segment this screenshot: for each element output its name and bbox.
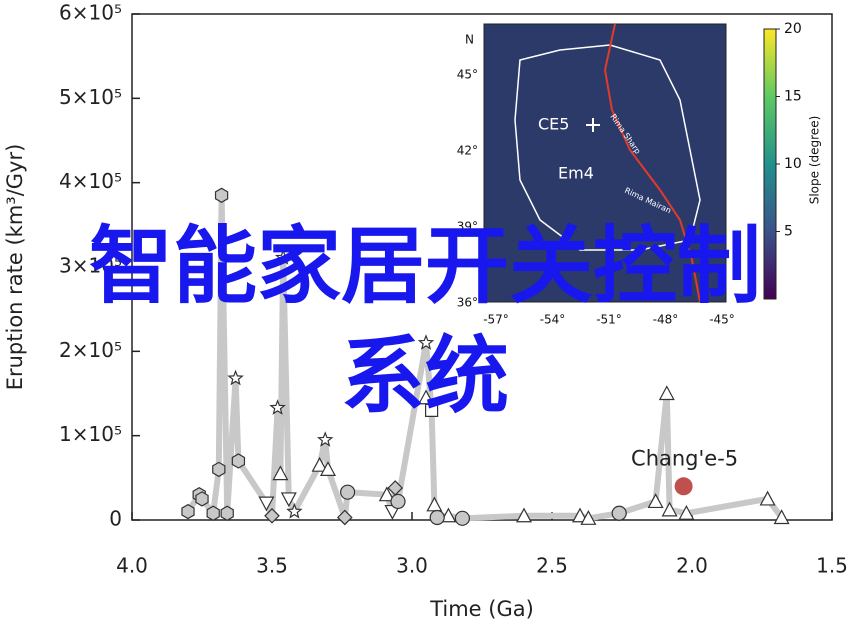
marker: [227, 369, 244, 386]
annotation-point: [674, 477, 693, 496]
marker: [311, 456, 328, 472]
unit-label: Em4: [558, 164, 594, 183]
marker: [571, 507, 589, 523]
lat-label: 36°: [457, 296, 478, 310]
lon-label: -54°: [540, 313, 566, 327]
marker: [319, 461, 337, 476]
mare-outline: [514, 44, 701, 251]
marker: [339, 484, 356, 500]
marker: [181, 503, 195, 520]
marker: [440, 507, 457, 523]
marker: [220, 505, 234, 521]
y-tick-label: 3×10⁵: [59, 254, 122, 278]
inset-map: N CE5 Em4 Rima Sharp Rima Mairan Slope (…: [457, 21, 822, 327]
colorbar: [763, 28, 777, 300]
x-tick-label: 1.5: [816, 554, 848, 578]
lat-label: 45°: [457, 68, 478, 82]
marker: [258, 496, 275, 512]
colorbar-tick-label: 10: [784, 156, 802, 172]
x-tick-label: 3.5: [256, 554, 288, 578]
lon-label: -48°: [653, 313, 679, 327]
marker: [580, 510, 597, 525]
marker: [269, 399, 286, 415]
colorbar-tick-label: 5: [784, 224, 793, 240]
y-tick-label: 6×10⁵: [59, 1, 122, 25]
lat-label: 42°: [457, 144, 478, 158]
colorbar-tick-label: 15: [784, 89, 802, 105]
marker: [515, 507, 533, 523]
colorbar-label: Slope (degree): [808, 116, 822, 205]
marker: [286, 502, 303, 519]
marker: [759, 490, 776, 506]
lon-label: -51°: [596, 313, 622, 327]
marker: [316, 431, 334, 447]
marker: [611, 505, 627, 521]
marker: [272, 465, 289, 481]
marker: [425, 403, 439, 417]
site-label: CE5: [538, 115, 569, 134]
marker: [231, 453, 246, 469]
marker: [429, 509, 445, 526]
rille-path: [603, 23, 701, 303]
marker: [274, 249, 292, 265]
marker: [417, 334, 435, 350]
y-tick-label: 5×10⁵: [59, 85, 122, 109]
marker: [280, 492, 297, 508]
overlay-text: 智能家居开关控制: [89, 217, 761, 315]
marker: [206, 505, 220, 521]
lat-label: 39°: [457, 220, 478, 234]
marker: [212, 461, 226, 478]
marker: [773, 509, 790, 525]
north-label: N: [465, 33, 474, 47]
marker: [678, 504, 695, 520]
annotation-label: Chang'e-5: [631, 446, 738, 470]
marker: [264, 507, 280, 524]
x-tick-label: 2.0: [676, 554, 708, 578]
x-axis-label: Time (Ga): [429, 597, 534, 621]
marker: [647, 493, 664, 509]
marker: [417, 389, 435, 405]
marker: [336, 509, 353, 526]
site-cross: [586, 118, 600, 132]
marker: [658, 385, 675, 401]
marker: [454, 510, 471, 526]
marker: [195, 491, 209, 507]
lon-label: -57°: [483, 313, 509, 327]
lon-label: -45°: [709, 313, 735, 327]
marker: [661, 501, 678, 517]
marker: [214, 187, 229, 204]
marker: [378, 486, 395, 502]
x-tick-label: 3.0: [396, 554, 428, 578]
x-tick-label: 4.0: [116, 554, 148, 578]
colorbar-tick-label: 20: [784, 21, 802, 37]
marker: [387, 480, 404, 496]
marker: [426, 496, 443, 512]
y-axis-label: Eruption rate (km³/Gyr): [3, 144, 27, 391]
y-tick-label: 0: [109, 507, 122, 531]
overlay-text: 系统: [341, 327, 509, 425]
x-tick-label: 2.5: [536, 554, 568, 578]
y-tick-label: 1×10⁵: [59, 422, 122, 446]
y-tick-label: 2×10⁵: [59, 338, 122, 362]
y-tick-label: 4×10⁵: [59, 169, 122, 193]
marker: [390, 493, 406, 510]
